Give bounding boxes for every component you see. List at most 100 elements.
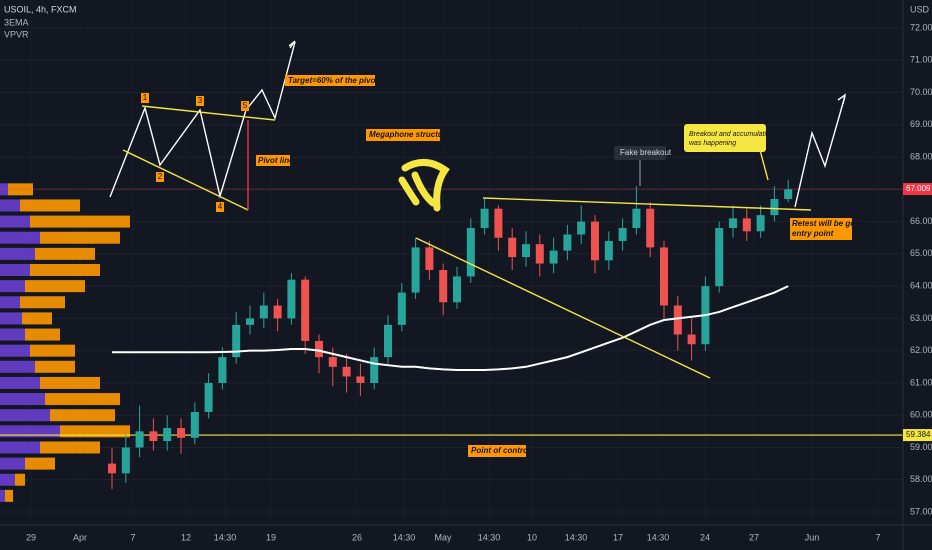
candle-body — [466, 228, 475, 277]
y-tick-label: 69.00 — [910, 119, 932, 129]
candle-body — [190, 411, 199, 438]
y-tick-label: 70.00 — [910, 87, 932, 97]
volume-bar — [40, 376, 100, 389]
wave-label: 1 — [143, 93, 148, 102]
volume-bar — [0, 489, 5, 502]
candle-body — [673, 305, 682, 335]
volume-bar — [0, 199, 20, 212]
candle-body — [287, 279, 296, 319]
x-tick-label: 14:30 — [565, 532, 588, 542]
candle-body — [535, 244, 544, 264]
x-tick-label: 14:30 — [214, 532, 237, 542]
candle-body — [784, 189, 793, 200]
candle-body — [453, 276, 461, 303]
zigzag — [794, 95, 846, 208]
trend-line — [141, 105, 276, 121]
candle-body — [218, 357, 227, 383]
candle-body — [397, 292, 406, 325]
arrow-head — [837, 93, 847, 105]
x-tick-label: 17 — [613, 532, 623, 542]
volume-bar — [30, 264, 100, 276]
x-tick-label: 7 — [130, 532, 135, 542]
y-tick-label: 64.00 — [910, 281, 932, 291]
x-tick-label: May — [434, 532, 452, 542]
volume-bar — [60, 425, 130, 438]
y-tick-label: 65.00 — [910, 248, 932, 258]
y-tick-label: 66.00 — [910, 216, 932, 226]
label-box — [684, 124, 766, 152]
candle-body — [756, 215, 765, 232]
connector — [759, 149, 769, 181]
plot — [0, 179, 903, 490]
x-tick-label: 14:30 — [647, 532, 670, 542]
candle-body — [204, 382, 213, 412]
wave-box — [141, 93, 149, 103]
x-tick-label: 7 — [875, 532, 880, 542]
candle-body — [425, 247, 434, 270]
price-tag — [903, 429, 932, 442]
y-tick-label: 59.00 — [910, 442, 932, 452]
candle-body — [384, 324, 392, 358]
candle-body — [232, 324, 241, 358]
candle-body — [522, 244, 530, 258]
volume-bar — [45, 393, 120, 406]
candle-body — [591, 221, 599, 261]
volume-bar — [0, 473, 15, 486]
wave-box — [156, 172, 164, 182]
volume-bar — [20, 296, 65, 309]
candle-body — [439, 270, 448, 303]
label-box — [790, 218, 852, 240]
candle-body — [494, 208, 503, 238]
candle-body — [660, 247, 668, 306]
wave-box — [196, 96, 204, 106]
candle-body — [108, 463, 116, 474]
x-tick-label: 29 — [26, 532, 36, 542]
candle-body — [411, 247, 420, 293]
annotation: was happening — [689, 140, 736, 147]
volume-bar — [0, 393, 45, 406]
candle-body — [770, 199, 779, 216]
annotation: Point of control — [471, 446, 531, 455]
wave-box — [216, 202, 224, 212]
volume-bar — [0, 264, 30, 276]
symbol-title: USOIL, 4h, FXCM — [4, 4, 77, 14]
candle-body — [563, 234, 572, 251]
wave-label: 2 — [158, 172, 163, 181]
volume-bar — [0, 360, 35, 373]
volume-bar — [35, 247, 95, 260]
volume-bar — [0, 280, 25, 293]
x-tick-label: 24 — [700, 532, 710, 542]
volume-bar — [50, 409, 115, 422]
y-tick-label: 63.00 — [910, 313, 932, 323]
candle-body — [301, 279, 310, 341]
volume-bar — [5, 489, 13, 502]
wave-label: 4 — [218, 202, 223, 211]
candle-body — [246, 318, 254, 325]
x-tick-label: 14:30 — [393, 532, 416, 542]
y-tick-label: 61.00 — [910, 377, 932, 387]
y-tick-label: 68.00 — [910, 151, 932, 161]
price-tag — [903, 183, 932, 196]
volume-profile — [0, 183, 130, 502]
wave-box — [241, 101, 249, 111]
volume-bar — [0, 344, 30, 357]
candle-body — [315, 340, 323, 358]
volume-bar — [0, 425, 60, 438]
annotation: Retest will be good — [792, 219, 866, 228]
candle-body — [370, 357, 379, 383]
candle-body — [328, 357, 337, 367]
label-box — [614, 146, 666, 160]
candle-body — [177, 428, 185, 438]
y-tick-label: 60.00 — [910, 410, 932, 420]
x-tick-label: 14:30 — [478, 532, 501, 542]
candle-body — [715, 228, 724, 287]
candle-body — [687, 334, 696, 345]
x-tick-label: 10 — [527, 532, 537, 542]
annotation: Pivot line — [258, 156, 294, 165]
volume-bar — [0, 409, 50, 422]
annotation: Megaphone structure — [369, 130, 451, 139]
annotation: Target=60% of the pivot line — [288, 76, 395, 85]
volume-bar — [0, 457, 25, 470]
candle-body — [121, 447, 130, 474]
